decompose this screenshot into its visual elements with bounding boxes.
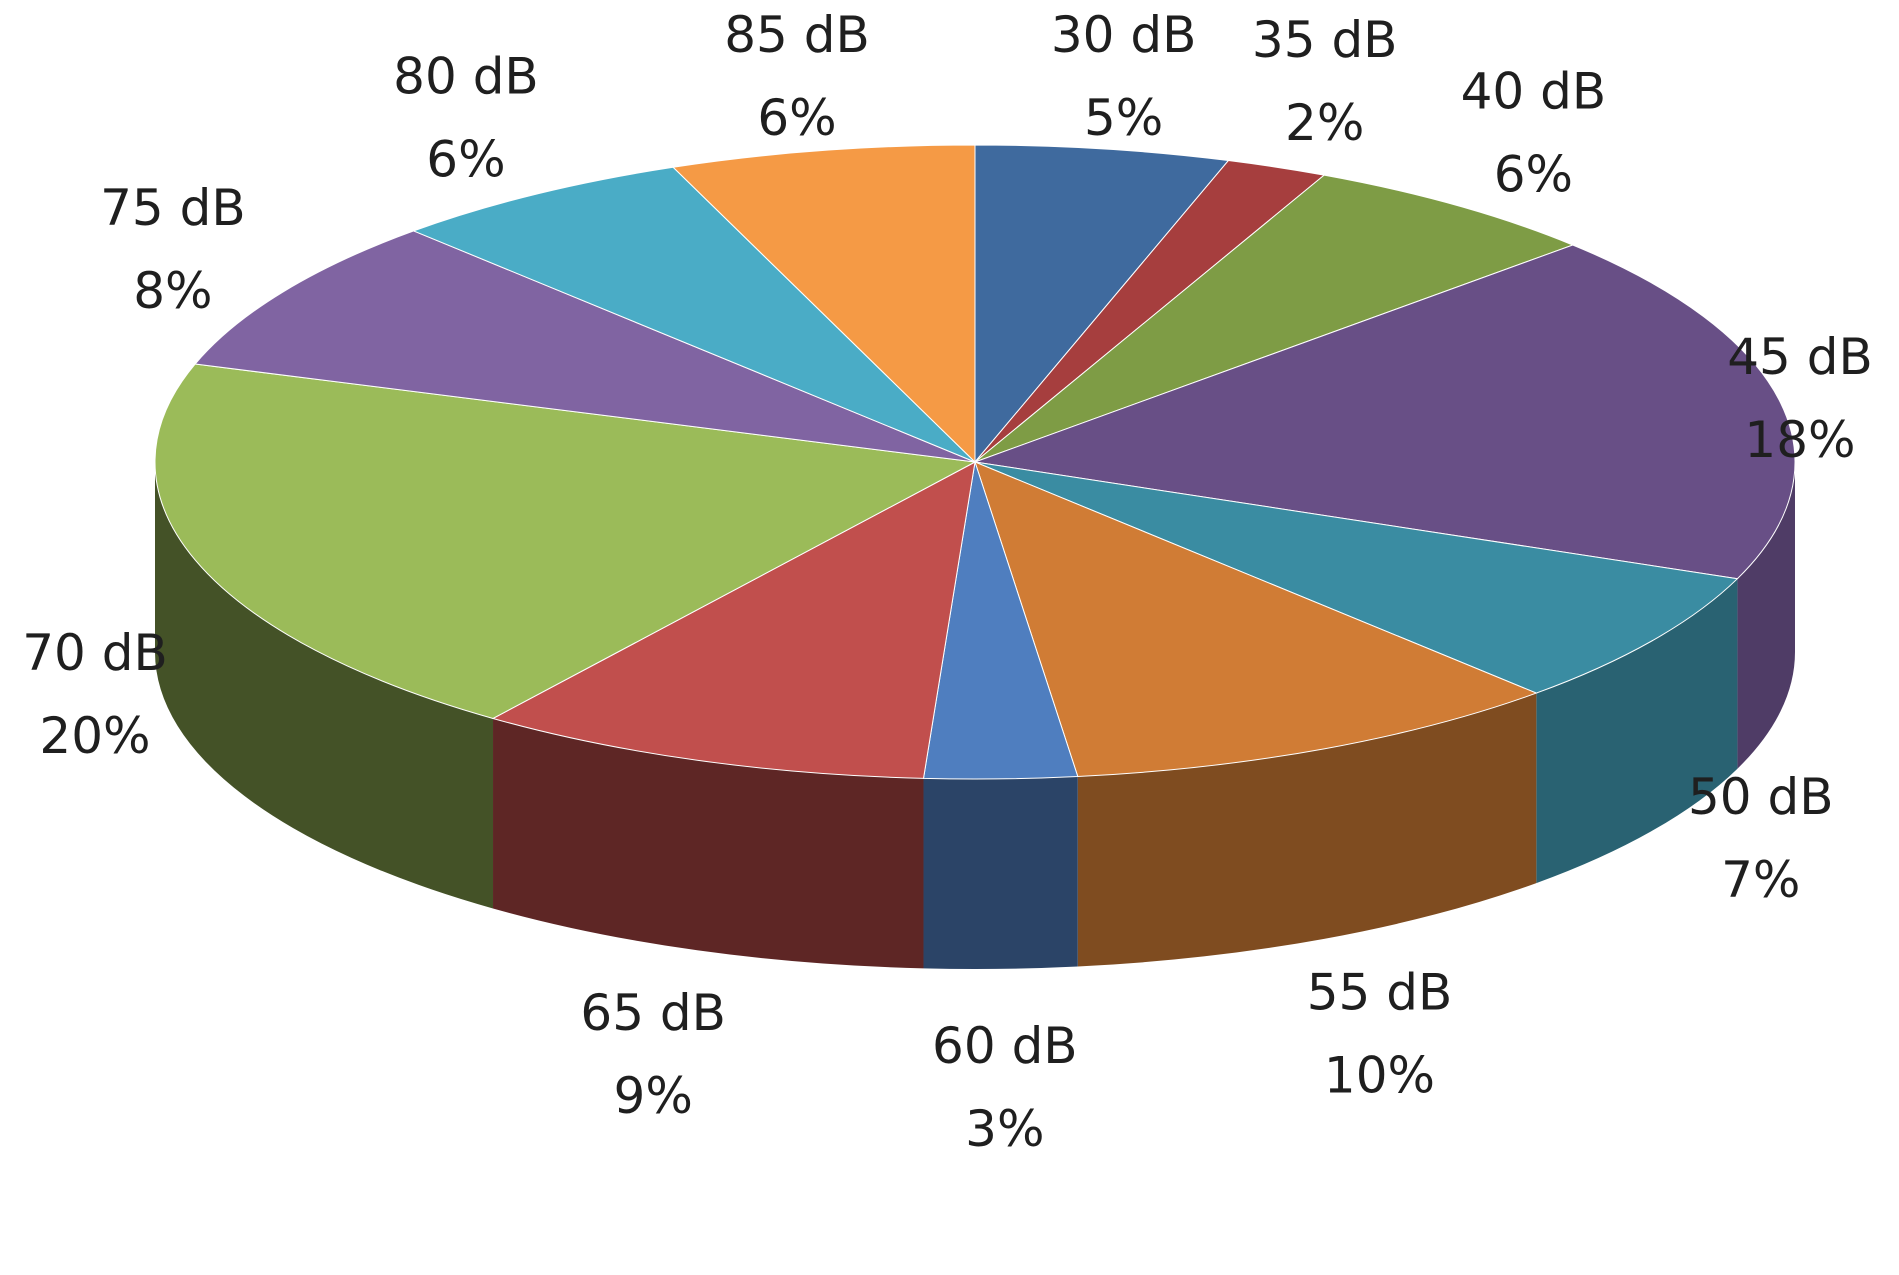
- slice-label-65-db: 65 dB 9%: [580, 984, 726, 1125]
- slice-value-label: 6%: [426, 130, 505, 188]
- pie-side-45-db: [1737, 462, 1795, 769]
- slice-label-75-db: 75 dB 8%: [100, 179, 246, 320]
- slice-label-70-db: 70 dB 20%: [22, 624, 168, 765]
- slice-label-80-db: 80 dB 6%: [393, 47, 539, 188]
- slice-value-label: 18%: [1744, 411, 1855, 469]
- slice-value-label: 20%: [39, 707, 150, 765]
- pie-slice-50-db: [974, 461, 1739, 694]
- slice-value-label: 8%: [133, 262, 212, 320]
- pie-slice-55-db: [974, 461, 1538, 778]
- pie-side-50-db: [1536, 578, 1738, 884]
- pie-slice-65-db: [491, 461, 976, 779]
- slice-label-40-db: 40 dB 6%: [1461, 63, 1607, 204]
- slice-label-55-db: 55 dB 10%: [1307, 963, 1453, 1104]
- slice-value-label: 7%: [1721, 851, 1800, 909]
- pie-top: [154, 144, 1796, 780]
- slice-value-label: 3%: [965, 1100, 1044, 1158]
- pie-slice-70-db: [154, 363, 977, 719]
- pie-sides: [155, 462, 1795, 969]
- slice-category-label: 40 dB: [1461, 63, 1607, 121]
- slice-category-label: 65 dB: [580, 984, 726, 1042]
- pie-labels: 30 dB 5% 35 dB 2% 40 dB 6% 45 dB 18% 50 dB 7% 55 d…: [22, 6, 1873, 1158]
- slice-category-label: 30 dB: [1051, 6, 1197, 64]
- slice-label-45-db: 45 dB 18%: [1727, 328, 1873, 469]
- slice-category-label: 80 dB: [393, 47, 539, 105]
- pie-slice-30-db: [974, 144, 1230, 464]
- pie-slice-85-db: [672, 144, 976, 464]
- slice-value-label: 9%: [614, 1067, 693, 1125]
- slice-value-label: 6%: [757, 89, 836, 147]
- slice-value-label: 6%: [1494, 146, 1573, 204]
- slice-category-label: 85 dB: [724, 6, 870, 64]
- slice-label-35-db: 35 dB 2%: [1252, 11, 1398, 152]
- slice-category-label: 35 dB: [1252, 11, 1398, 69]
- pie-slice-40-db: [974, 174, 1575, 463]
- pie-side-70-db: [155, 462, 494, 909]
- slice-label-85-db: 85 dB 6%: [724, 6, 870, 147]
- slice-value-label: 10%: [1324, 1046, 1435, 1104]
- slice-value-label: 5%: [1084, 89, 1163, 147]
- slice-label-30-db: 30 dB 5%: [1051, 6, 1197, 147]
- pie-slice-45-db: [974, 244, 1796, 580]
- slice-category-label: 45 dB: [1727, 328, 1873, 386]
- slice-category-label: 70 dB: [22, 624, 168, 682]
- pie-slice-80-db: [412, 166, 976, 463]
- slice-category-label: 50 dB: [1688, 768, 1834, 826]
- pie-side-65-db: [493, 718, 924, 969]
- slice-category-label: 60 dB: [932, 1017, 1078, 1075]
- slice-value-label: 2%: [1285, 94, 1364, 152]
- slice-label-50-db: 50 dB 7%: [1688, 768, 1834, 909]
- slice-label-60-db: 60 dB 3%: [932, 1017, 1078, 1158]
- slice-category-label: 55 dB: [1307, 963, 1453, 1021]
- pie-side-60-db: [923, 776, 1078, 969]
- slice-category-label: 75 dB: [100, 179, 246, 237]
- pie-side-55-db: [1077, 693, 1537, 967]
- pie-slice-75-db: [194, 230, 976, 463]
